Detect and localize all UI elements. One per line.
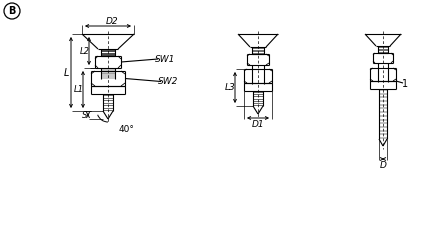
- Text: S: S: [82, 111, 88, 120]
- Text: L3: L3: [225, 83, 235, 92]
- Text: L1: L1: [74, 85, 84, 94]
- Text: 1: 1: [402, 79, 408, 89]
- Text: D: D: [380, 161, 386, 170]
- Text: D2: D2: [106, 16, 118, 25]
- Text: SW1: SW1: [155, 55, 175, 63]
- Text: 40°: 40°: [118, 124, 134, 133]
- Text: L: L: [63, 67, 69, 77]
- Text: L2: L2: [80, 47, 90, 56]
- Text: B: B: [8, 6, 16, 16]
- Text: D1: D1: [252, 120, 264, 128]
- Text: SW2: SW2: [158, 77, 178, 86]
